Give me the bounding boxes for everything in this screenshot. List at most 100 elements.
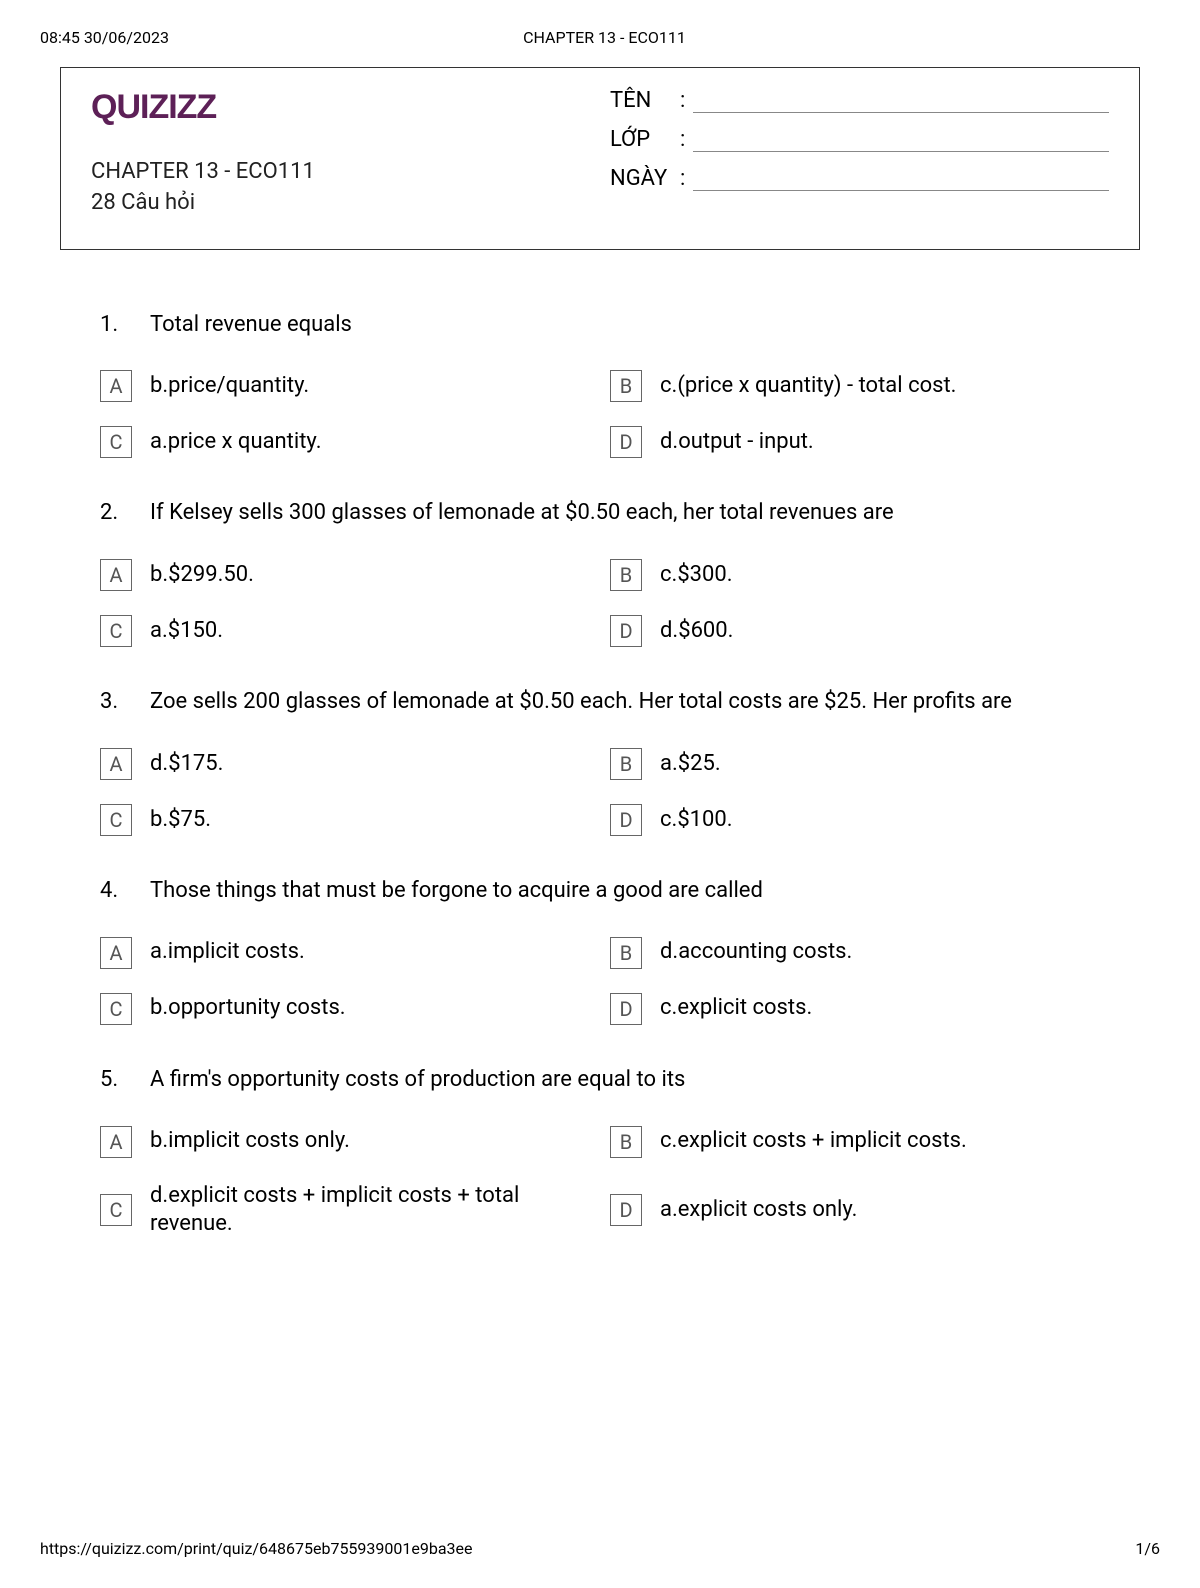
option-b[interactable]: B c.$300.: [610, 559, 1100, 591]
question-text: A firm's opportunity costs of production…: [150, 1065, 1100, 1096]
option-d[interactable]: D a.explicit costs only.: [610, 1182, 1100, 1239]
timestamp: 08:45 30/06/2023: [40, 28, 169, 47]
option-b[interactable]: B c.(price x quantity) - total cost.: [610, 370, 1100, 402]
option-c[interactable]: C b.opportunity costs.: [100, 993, 590, 1025]
option-text: a.implicit costs.: [150, 938, 590, 967]
quiz-subtitle: 28 Câu hỏi: [91, 188, 590, 219]
page-number: 1/6: [1135, 1539, 1160, 1558]
quiz-info-left: QUIZIZZ CHAPTER 13 - ECO111 28 Câu hỏi: [91, 88, 590, 219]
footer-url: https://quizizz.com/print/quiz/648675eb7…: [40, 1539, 473, 1558]
option-letter: B: [610, 937, 642, 969]
options-grid: A b.implicit costs only. B c.explicit co…: [100, 1126, 1100, 1239]
field-class: LỚP :: [610, 127, 1109, 152]
option-letter: C: [100, 1194, 132, 1226]
field-colon: :: [680, 127, 685, 152]
question-head: 2. If Kelsey sells 300 glasses of lemona…: [100, 498, 1100, 529]
quiz-title-block: CHAPTER 13 - ECO111 28 Câu hỏi: [91, 157, 590, 219]
option-letter: A: [100, 559, 132, 591]
option-d[interactable]: D c.$100.: [610, 804, 1100, 836]
option-text: c.explicit costs.: [660, 994, 1100, 1023]
options-grid: A b.price/quantity. B c.(price x quantit…: [100, 370, 1100, 458]
field-label: NGÀY: [610, 166, 680, 191]
question-head: 4. Those things that must be forgone to …: [100, 876, 1100, 907]
option-letter: D: [610, 993, 642, 1025]
option-b[interactable]: B c.explicit costs + implicit costs.: [610, 1126, 1100, 1158]
option-text: b.$299.50.: [150, 561, 590, 590]
option-text: d.accounting costs.: [660, 938, 1100, 967]
option-letter: D: [610, 426, 642, 458]
quizizz-logo: QUIZIZZ: [91, 88, 590, 127]
option-letter: B: [610, 370, 642, 402]
option-letter: A: [100, 1126, 132, 1158]
header-spacer: [1040, 28, 1160, 47]
question-number: 2.: [100, 498, 150, 529]
quiz-info-box: QUIZIZZ CHAPTER 13 - ECO111 28 Câu hỏi T…: [60, 67, 1140, 250]
option-text: c.$100.: [660, 806, 1100, 835]
question-head: 3. Zoe sells 200 glasses of lemonade at …: [100, 687, 1100, 718]
option-d[interactable]: D c.explicit costs.: [610, 993, 1100, 1025]
option-text: a.$25.: [660, 750, 1100, 779]
option-text: d.output - input.: [660, 428, 1100, 457]
option-letter: A: [100, 748, 132, 780]
question-number: 1.: [100, 310, 150, 341]
option-a[interactable]: A a.implicit costs.: [100, 937, 590, 969]
field-line[interactable]: [693, 91, 1109, 113]
option-d[interactable]: D d.output - input.: [610, 426, 1100, 458]
option-text: d.$600.: [660, 617, 1100, 646]
question-number: 3.: [100, 687, 150, 718]
option-text: c.$300.: [660, 561, 1100, 590]
option-letter: C: [100, 993, 132, 1025]
field-name: TÊN :: [610, 88, 1109, 113]
option-d[interactable]: D d.$600.: [610, 615, 1100, 647]
field-line[interactable]: [693, 169, 1109, 191]
option-c[interactable]: C b.$75.: [100, 804, 590, 836]
option-letter: A: [100, 937, 132, 969]
option-c[interactable]: C a.$150.: [100, 615, 590, 647]
option-letter: C: [100, 615, 132, 647]
option-text: b.price/quantity.: [150, 372, 590, 401]
question-3: 3. Zoe sells 200 glasses of lemonade at …: [100, 687, 1100, 836]
field-label: TÊN: [610, 88, 680, 113]
questions-container: 1. Total revenue equals A b.price/quanti…: [100, 310, 1100, 1239]
option-letter: D: [610, 804, 642, 836]
option-letter: B: [610, 559, 642, 591]
question-number: 5.: [100, 1065, 150, 1096]
print-footer: https://quizizz.com/print/quiz/648675eb7…: [0, 1519, 1200, 1588]
option-a[interactable]: A b.price/quantity.: [100, 370, 590, 402]
print-header: 08:45 30/06/2023 CHAPTER 13 - ECO111: [0, 0, 1200, 57]
option-a[interactable]: A b.implicit costs only.: [100, 1126, 590, 1158]
option-text: d.explicit costs + implicit costs + tota…: [150, 1182, 590, 1239]
quiz-info-right: TÊN : LỚP : NGÀY :: [590, 88, 1109, 219]
option-text: a.explicit costs only.: [660, 1196, 1100, 1225]
question-2: 2. If Kelsey sells 300 glasses of lemona…: [100, 498, 1100, 647]
quiz-title: CHAPTER 13 - ECO111: [91, 157, 590, 188]
option-c[interactable]: C d.explicit costs + implicit costs + to…: [100, 1182, 590, 1239]
option-letter: D: [610, 615, 642, 647]
question-text: Those things that must be forgone to acq…: [150, 876, 1100, 907]
option-c[interactable]: C a.price x quantity.: [100, 426, 590, 458]
option-letter: C: [100, 804, 132, 836]
options-grid: A b.$299.50. B c.$300. C a.$150. D d.$60…: [100, 559, 1100, 647]
option-letter: B: [610, 748, 642, 780]
question-text: Total revenue equals: [150, 310, 1100, 341]
option-a[interactable]: A d.$175.: [100, 748, 590, 780]
option-text: b.opportunity costs.: [150, 994, 590, 1023]
field-colon: :: [680, 88, 685, 113]
field-colon: :: [680, 166, 685, 191]
option-letter: D: [610, 1194, 642, 1226]
option-text: a.$150.: [150, 617, 590, 646]
field-line[interactable]: [693, 130, 1109, 152]
option-text: b.$75.: [150, 806, 590, 835]
option-text: b.implicit costs only.: [150, 1127, 590, 1156]
option-b[interactable]: B d.accounting costs.: [610, 937, 1100, 969]
field-label: LỚP: [610, 127, 680, 152]
option-text: c.explicit costs + implicit costs.: [660, 1127, 1100, 1156]
option-a[interactable]: A b.$299.50.: [100, 559, 590, 591]
options-grid: A a.implicit costs. B d.accounting costs…: [100, 937, 1100, 1025]
doc-title: CHAPTER 13 - ECO111: [523, 28, 686, 47]
question-5: 5. A firm's opportunity costs of product…: [100, 1065, 1100, 1239]
option-text: d.$175.: [150, 750, 590, 779]
option-b[interactable]: B a.$25.: [610, 748, 1100, 780]
question-text: If Kelsey sells 300 glasses of lemonade …: [150, 498, 1100, 529]
question-head: 5. A firm's opportunity costs of product…: [100, 1065, 1100, 1096]
